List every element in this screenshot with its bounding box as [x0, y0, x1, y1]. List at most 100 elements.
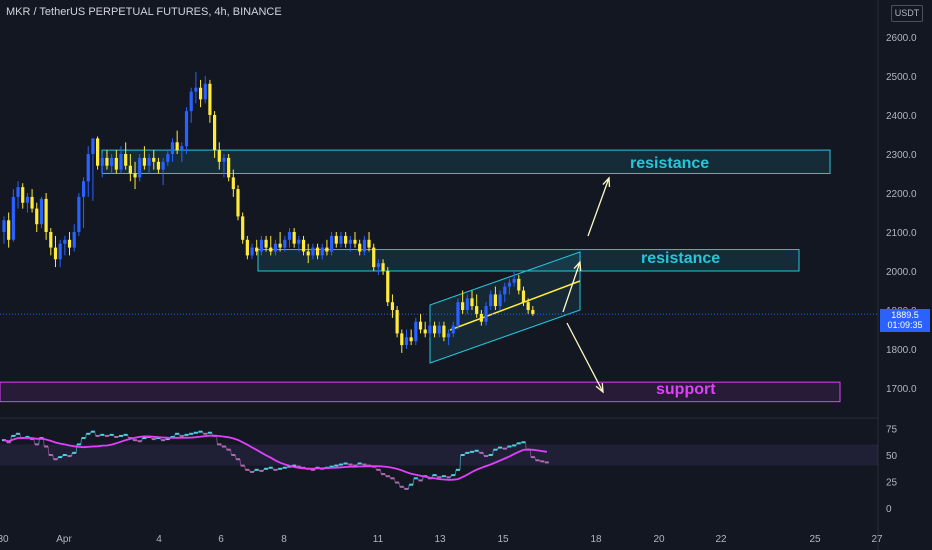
rsi-segment — [85, 433, 87, 439]
candle-body — [315, 247, 320, 256]
candle-body — [432, 325, 437, 334]
rsi-segment — [262, 468, 265, 472]
candle-body — [16, 187, 20, 197]
x-tick-label: 25 — [809, 534, 821, 545]
rsi-segment — [80, 437, 83, 445]
candle-body — [442, 325, 446, 338]
candle-body — [386, 271, 390, 303]
rsi-segment — [117, 435, 120, 438]
candle-body — [330, 235, 334, 252]
candle-body — [2, 220, 6, 232]
candle-body — [49, 232, 53, 248]
candle-body — [484, 306, 488, 322]
rsi-segment — [333, 465, 335, 467]
candle-body — [86, 154, 90, 182]
rsi-segment — [248, 469, 251, 473]
candle-body — [91, 138, 95, 154]
rsi-segment — [225, 446, 228, 450]
rsi-segment — [543, 461, 546, 463]
resistance-zone-upper — [101, 149, 831, 175]
resistance-label-upper: resistance — [630, 155, 710, 172]
rsi-segment — [440, 475, 443, 478]
rsi-segment — [342, 463, 345, 465]
candle-body — [507, 282, 512, 287]
rising-channel — [429, 251, 581, 364]
candle-body — [311, 247, 315, 256]
rsi-segment — [496, 447, 499, 450]
candle-body — [372, 247, 376, 268]
rsi-segment — [351, 464, 354, 466]
x-tick-label: 11 — [373, 534, 384, 545]
candle-body — [447, 333, 451, 338]
countdown-label: 01:09:35 — [887, 320, 923, 330]
candle-body — [7, 220, 11, 240]
resistance-label-lower: resistance — [641, 250, 721, 267]
rsi-segment — [473, 450, 476, 453]
rsi-segment — [220, 444, 223, 447]
candle-body — [283, 239, 287, 248]
rsi-segment — [524, 442, 527, 450]
candle-body — [105, 157, 109, 166]
arrow-up-long — [587, 177, 610, 237]
rsi-segment — [136, 439, 139, 442]
rsi-segment — [244, 465, 246, 470]
candle-body — [156, 161, 161, 170]
rsi-segment — [520, 442, 522, 444]
support-label: support — [656, 381, 716, 398]
rsi-tick-label: 75 — [886, 425, 898, 436]
candle-body — [470, 298, 474, 307]
candle-body — [325, 247, 329, 252]
candle-body — [58, 243, 62, 260]
rsi-segment — [281, 467, 284, 470]
currency-button[interactable]: USDT — [891, 5, 923, 22]
arrow-up-short — [562, 261, 581, 313]
candle-body — [35, 208, 39, 225]
rsi-segment — [412, 478, 415, 485]
rsi-segment — [230, 449, 232, 456]
rsi-segment — [192, 432, 195, 435]
candle-body — [376, 263, 380, 268]
rsi-segment — [375, 466, 377, 470]
rsi-segment — [57, 456, 59, 460]
rsi-segment — [337, 464, 340, 466]
rsi-segment — [361, 463, 363, 465]
rsi-segment — [529, 449, 532, 458]
candle-body — [479, 313, 483, 322]
candle-body — [161, 161, 165, 170]
support-zone — [0, 381, 841, 403]
candle-body — [297, 239, 301, 244]
candle-body — [231, 177, 235, 190]
rsi-segment — [113, 434, 115, 438]
rsi-segment — [178, 433, 181, 437]
rsi-segment — [234, 454, 237, 460]
candle-body — [353, 239, 357, 244]
y-tick-label: 1800.0 — [886, 345, 917, 356]
rsi-tick-label: 0 — [886, 504, 892, 515]
resistance-zone-lower — [257, 249, 800, 272]
candle-body — [348, 239, 352, 244]
arrow-down-head — [595, 382, 604, 394]
rsi-tick-label: 50 — [886, 451, 898, 462]
y-tick-label: 2400.0 — [886, 111, 917, 122]
rsi-segment — [94, 431, 97, 436]
rsi-segment — [487, 454, 490, 457]
rsi-segment — [379, 469, 382, 475]
candle-body — [344, 235, 348, 244]
rsi-segment — [61, 454, 64, 458]
candle-body — [418, 321, 423, 330]
candle-body — [67, 239, 72, 248]
rsi-segment — [141, 437, 143, 442]
rsi-segment — [239, 459, 242, 466]
candle-body — [461, 302, 465, 310]
rsi-segment — [258, 469, 260, 472]
rsi-segment — [99, 434, 101, 437]
x-tick-label: 18 — [590, 534, 602, 545]
y-tick-label: 2300.0 — [886, 150, 917, 161]
candle-body — [72, 232, 76, 248]
candle-body — [119, 154, 123, 170]
rsi-segment — [356, 463, 359, 466]
x-tick-label: 15 — [497, 534, 509, 545]
candle-body — [217, 150, 221, 162]
price-badge: 1889.5 01:09:35 — [880, 309, 930, 332]
